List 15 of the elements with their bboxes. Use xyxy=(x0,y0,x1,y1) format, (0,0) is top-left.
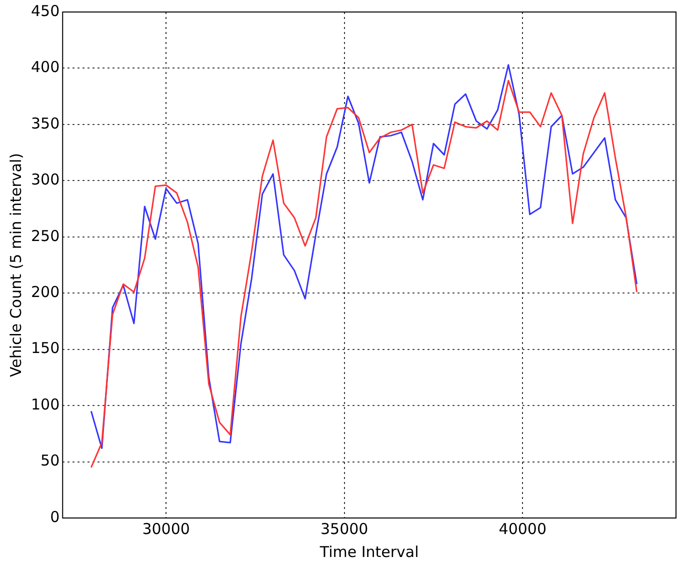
y-tick-label: 350 xyxy=(30,114,60,132)
x-tick-label: 40000 xyxy=(498,520,547,538)
y-tick-label: 150 xyxy=(30,339,60,358)
y-tick-label: 200 xyxy=(30,283,60,301)
y-tick-label: 250 xyxy=(30,226,60,245)
y-tick-label: 400 xyxy=(30,58,60,76)
x-axis-title: Time Interval xyxy=(318,542,419,561)
y-tick-label: 450 xyxy=(30,2,60,20)
y-tick-label: 50 xyxy=(40,452,60,470)
x-tick-label: 30000 xyxy=(142,520,190,538)
x-tick-label: 35000 xyxy=(320,520,368,538)
y-tick-label: 0 xyxy=(50,508,60,526)
y-tick-label: 100 xyxy=(30,395,60,414)
y-tick-label: 300 xyxy=(30,170,60,189)
y-axis-title: Vehicle Count (5 min interval) xyxy=(6,153,25,377)
